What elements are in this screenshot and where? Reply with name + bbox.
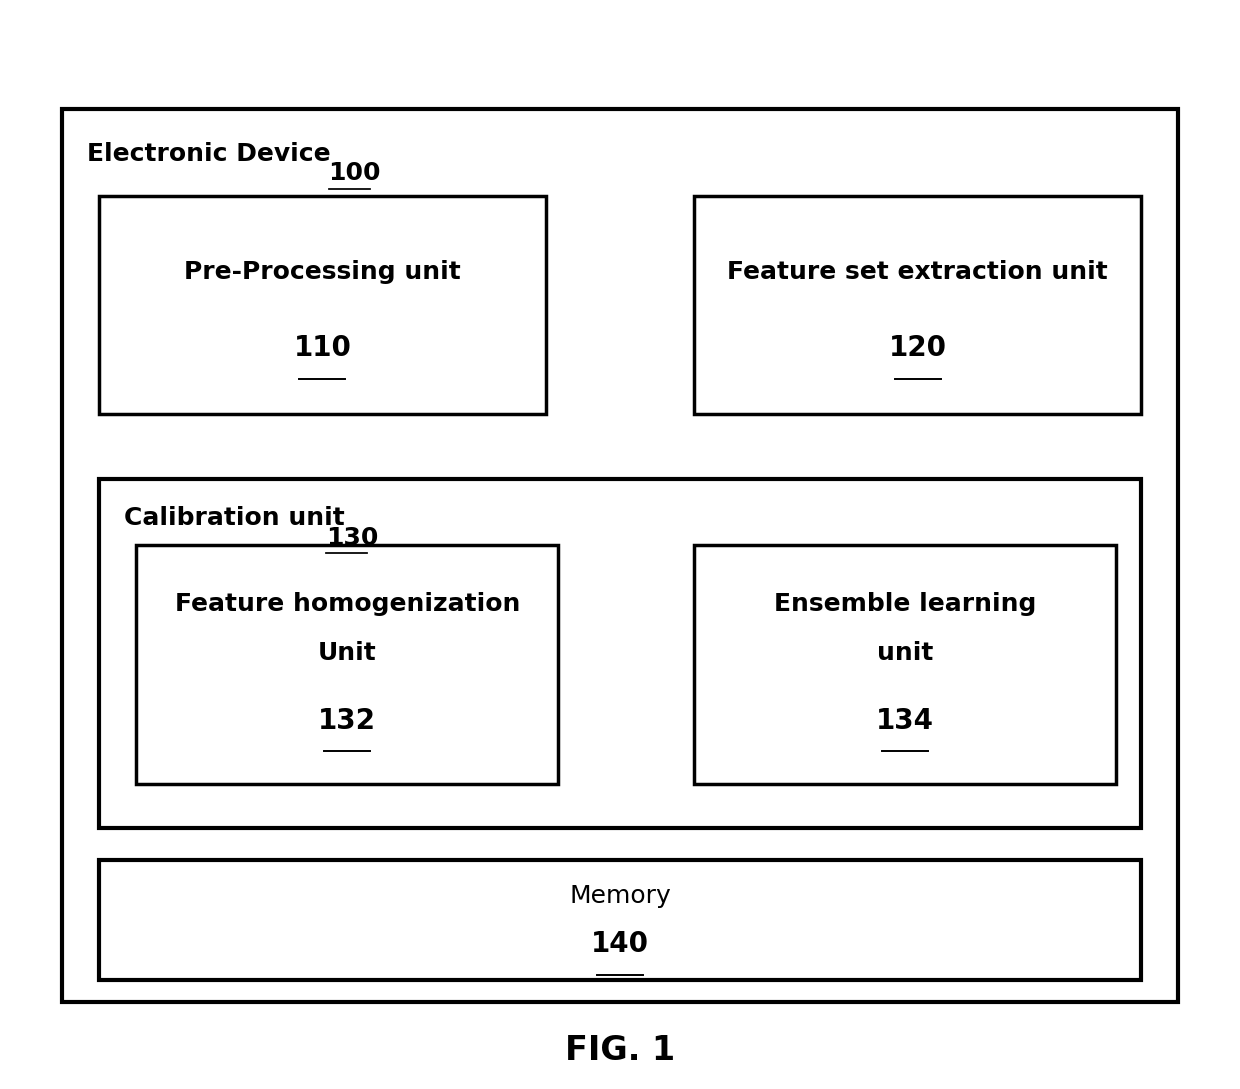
Text: FIG. 1: FIG. 1 — [565, 1035, 675, 1067]
FancyBboxPatch shape — [694, 544, 1116, 784]
Text: Pre-Processing unit: Pre-Processing unit — [184, 260, 461, 284]
Text: Unit: Unit — [317, 641, 377, 665]
Text: 110: 110 — [294, 334, 351, 363]
Text: 120: 120 — [889, 334, 946, 363]
FancyBboxPatch shape — [99, 196, 546, 414]
Text: 132: 132 — [319, 707, 376, 735]
Text: Electronic Device: Electronic Device — [87, 142, 340, 166]
Text: Calibration unit: Calibration unit — [124, 506, 353, 530]
Text: Memory: Memory — [569, 884, 671, 908]
Text: 134: 134 — [877, 707, 934, 735]
Text: Feature set extraction unit: Feature set extraction unit — [727, 260, 1109, 284]
FancyBboxPatch shape — [62, 109, 1178, 1002]
FancyBboxPatch shape — [136, 544, 558, 784]
Text: unit: unit — [877, 641, 934, 665]
Text: Ensemble learning: Ensemble learning — [774, 592, 1037, 616]
Text: Feature homogenization: Feature homogenization — [175, 592, 520, 616]
Text: 140: 140 — [591, 930, 649, 958]
Text: 100: 100 — [329, 161, 381, 185]
FancyBboxPatch shape — [99, 479, 1141, 828]
FancyBboxPatch shape — [694, 196, 1141, 414]
Text: 130: 130 — [326, 526, 378, 550]
FancyBboxPatch shape — [99, 860, 1141, 980]
